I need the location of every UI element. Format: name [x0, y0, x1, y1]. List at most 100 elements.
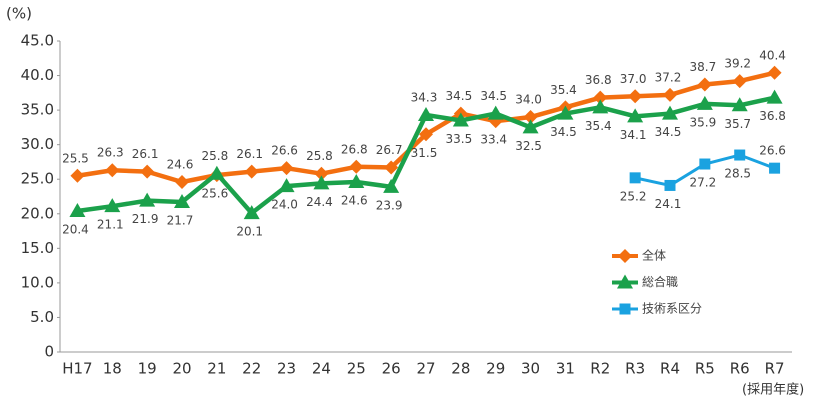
legend-label: 全体	[642, 248, 666, 263]
data-point	[279, 161, 294, 176]
data-label: 36.8	[759, 109, 786, 123]
data-label: 26.1	[132, 147, 159, 161]
legend-label: 総合職	[642, 274, 678, 289]
x-tick-label: 28	[451, 360, 470, 378]
data-point	[383, 178, 400, 193]
data-label: 37.0	[620, 72, 647, 86]
data-point	[696, 95, 713, 110]
data-point	[452, 112, 469, 127]
data-label: 24.4	[306, 195, 333, 209]
data-point	[664, 179, 676, 191]
legend-marker	[618, 249, 632, 263]
y-tick-label: 35.0	[21, 101, 54, 119]
data-point	[139, 192, 156, 207]
x-tick-label: 25	[347, 360, 366, 378]
data-label: 34.0	[515, 93, 542, 107]
data-point	[244, 164, 259, 179]
x-tick-label: 27	[416, 360, 435, 378]
y-tick-label: 20.0	[21, 204, 54, 222]
data-label: 26.3	[97, 146, 124, 160]
y-tick-label: 25.0	[21, 170, 54, 188]
x-tick-label: 20	[172, 360, 191, 378]
data-label: 25.8	[306, 149, 333, 163]
data-point	[349, 159, 364, 174]
data-label: 24.0	[271, 198, 298, 212]
data-point	[593, 90, 608, 105]
data-label: 23.9	[376, 198, 403, 212]
data-label: 34.5	[445, 89, 472, 103]
data-point	[734, 149, 746, 161]
x-tick-label: 22	[242, 360, 261, 378]
data-label: 34.5	[550, 125, 577, 139]
x-tick-label: R7	[765, 360, 785, 378]
data-point	[629, 172, 641, 184]
legend-label: 技術系区分	[642, 302, 702, 316]
data-label: 27.2	[689, 176, 716, 190]
x-tick-label: R4	[660, 360, 680, 378]
x-tick-label: 24	[312, 360, 331, 378]
data-label: 34.5	[480, 89, 507, 103]
y-tick-label: 45.0	[21, 32, 54, 50]
data-point	[663, 87, 677, 102]
data-label: 39.2	[724, 57, 751, 71]
data-point	[592, 99, 609, 114]
data-point	[174, 194, 190, 209]
x-tick-label: 30	[521, 360, 540, 378]
x-tick-label: 23	[277, 360, 296, 378]
data-point	[662, 105, 678, 120]
data-label: 26.8	[341, 142, 368, 156]
data-point	[731, 97, 748, 112]
x-tick-label: 31	[556, 360, 575, 378]
x-tick-label: 26	[382, 360, 401, 378]
y-axis-label: (%)	[6, 5, 32, 23]
data-point	[732, 74, 747, 89]
data-label: 40.4	[759, 48, 786, 62]
x-tick-label: R3	[625, 360, 645, 378]
data-point	[769, 162, 781, 174]
data-point	[208, 165, 225, 180]
data-label: 24.1	[655, 197, 682, 211]
data-point	[697, 77, 712, 92]
data-label: 21.7	[167, 214, 194, 228]
data-point	[557, 105, 574, 120]
data-label: 20.4	[62, 223, 89, 237]
legend-marker	[617, 274, 633, 289]
x-axis-label: (採用年度)	[742, 382, 804, 398]
data-point	[419, 127, 433, 142]
data-label: 38.7	[689, 60, 716, 74]
data-label: 25.6	[201, 187, 228, 201]
x-tick-label: H17	[62, 360, 92, 378]
data-point	[243, 205, 260, 220]
data-point	[384, 160, 399, 175]
data-point	[766, 89, 783, 104]
data-point	[314, 166, 329, 181]
data-point	[175, 174, 189, 189]
data-label: 26.6	[271, 144, 298, 158]
data-label: 21.9	[132, 212, 159, 226]
data-label: 26.1	[236, 147, 263, 161]
data-point	[348, 173, 365, 188]
data-label: 32.5	[515, 139, 542, 153]
data-label: 25.5	[62, 151, 89, 165]
data-label: 36.8	[585, 73, 612, 87]
data-point	[70, 168, 85, 183]
data-label: 35.7	[724, 117, 751, 131]
y-tick-label: 40.0	[21, 66, 54, 84]
x-tick-label: 19	[138, 360, 157, 378]
x-tick-label: 18	[103, 360, 122, 378]
data-point	[278, 178, 295, 193]
data-point	[487, 105, 504, 120]
x-tick-label: 29	[486, 360, 505, 378]
data-point	[140, 164, 155, 179]
data-label: 33.5	[445, 132, 472, 146]
data-point	[523, 110, 538, 125]
y-tick-label: 30.0	[21, 135, 54, 153]
y-tick-label: 0	[44, 343, 54, 361]
data-label: 20.1	[236, 225, 263, 239]
data-label: 24.6	[341, 193, 368, 207]
x-tick-label: R6	[730, 360, 750, 378]
data-point	[699, 158, 711, 170]
data-point	[627, 108, 644, 123]
data-label: 34.1	[620, 128, 647, 142]
legend-marker	[619, 303, 631, 315]
